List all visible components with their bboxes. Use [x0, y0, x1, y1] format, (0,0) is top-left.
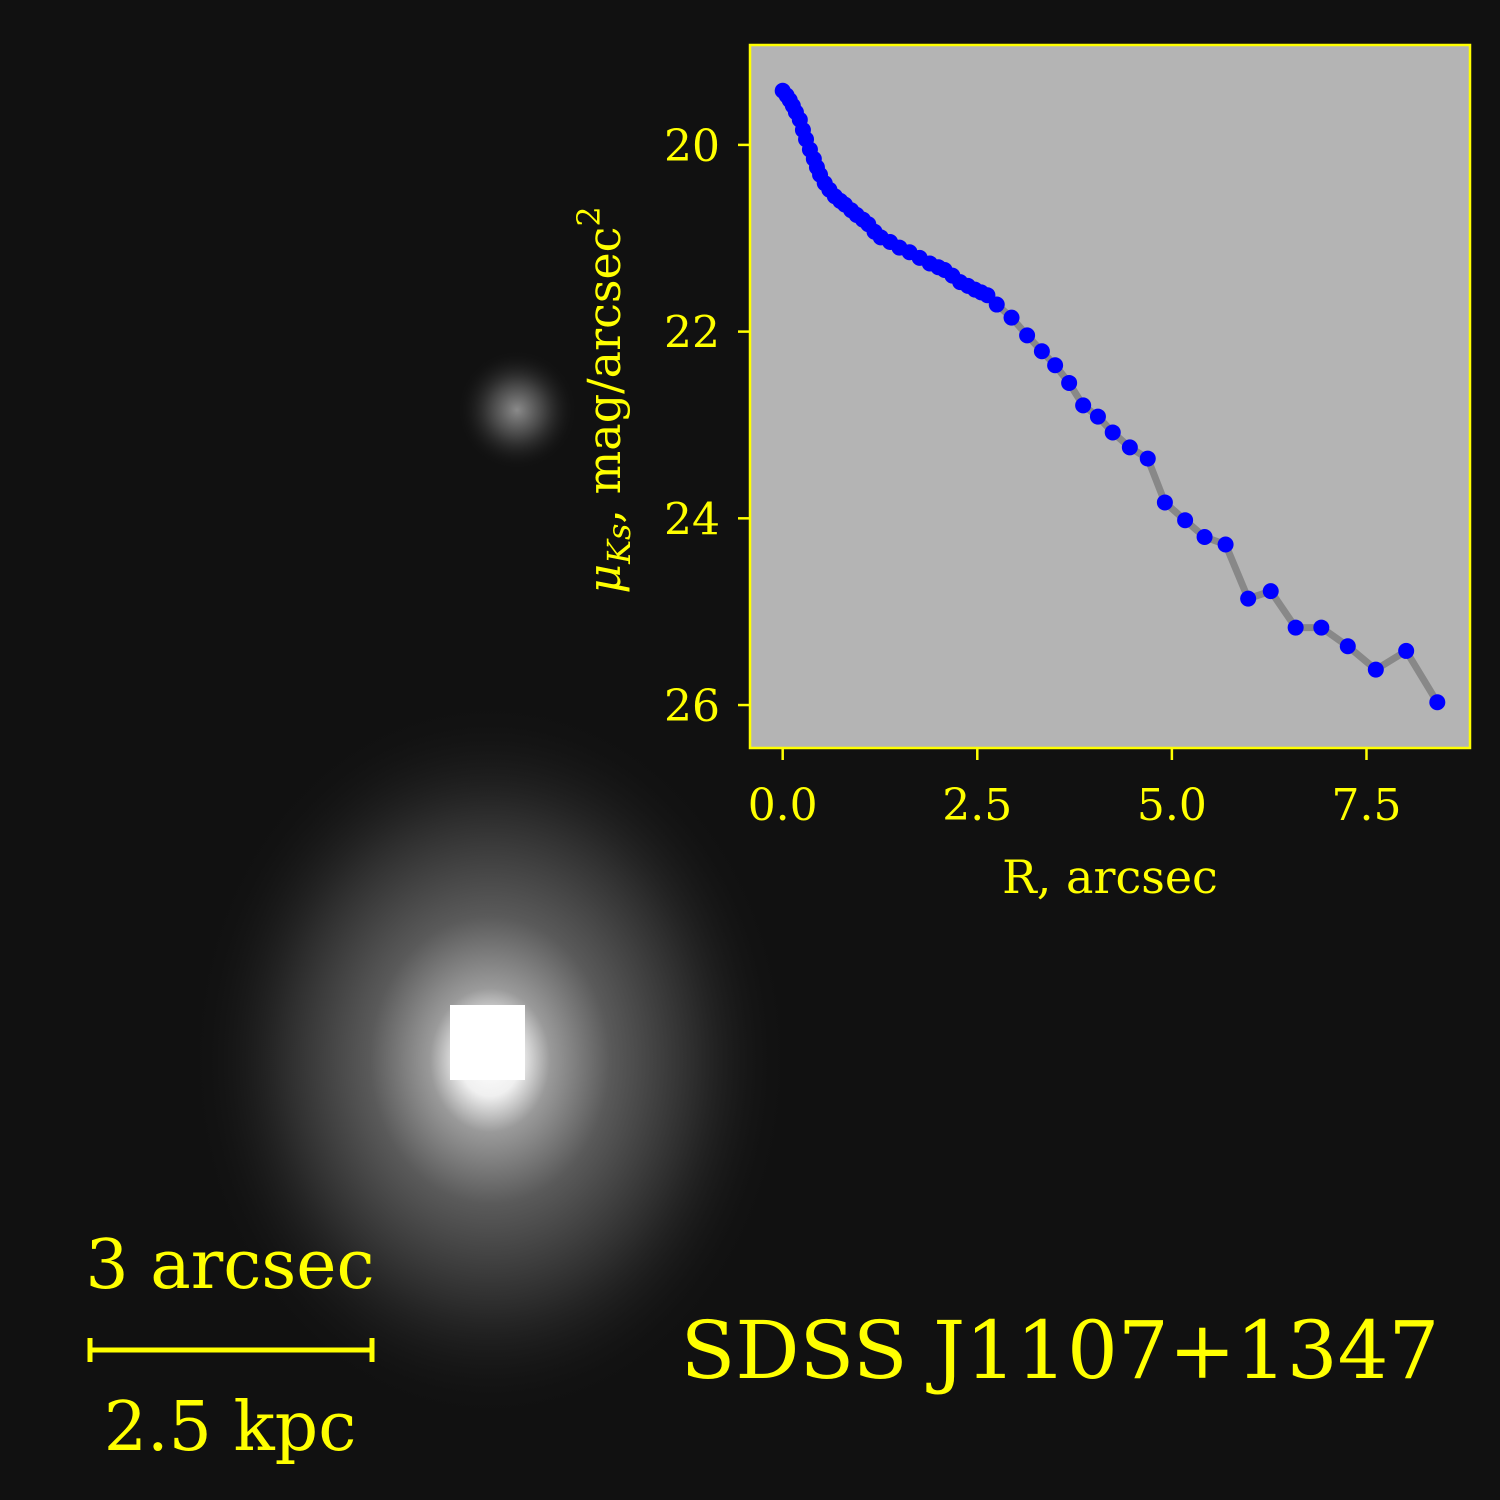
- data-point: [1003, 309, 1020, 326]
- data-point: [1367, 661, 1384, 678]
- x-axis-label: R, arcsec: [1002, 850, 1218, 904]
- data-point: [1398, 642, 1415, 659]
- data-point: [1019, 327, 1036, 344]
- data-point: [1177, 512, 1194, 529]
- companion-source: [457, 350, 577, 470]
- y-label-sup: 2: [570, 206, 608, 226]
- y-tick-label: 26: [664, 681, 720, 732]
- data-point: [988, 296, 1005, 313]
- data-point: [1429, 694, 1446, 711]
- data-point: [1262, 583, 1279, 600]
- y-label-unit: , mag/arcsec: [577, 227, 631, 524]
- scale-label-angular: 3 arcsec: [85, 1226, 374, 1305]
- scale-bar: [87, 1338, 375, 1362]
- data-point: [1313, 619, 1330, 636]
- data-point: [1196, 529, 1213, 546]
- y-tick-label: 20: [664, 121, 720, 172]
- y-tick-label: 22: [664, 308, 720, 359]
- data-point: [1089, 408, 1106, 425]
- data-point: [1121, 439, 1138, 456]
- plot-area: [748, 43, 1472, 750]
- x-tick-label: 7.5: [1331, 780, 1401, 831]
- data-point: [1240, 590, 1257, 607]
- data-point: [1075, 397, 1092, 414]
- data-point: [1139, 450, 1156, 467]
- data-point: [1217, 536, 1234, 553]
- y-axis-label: μKs, mag/arcsec2: [570, 206, 638, 594]
- x-tick-label: 0.0: [748, 780, 818, 831]
- x-tick-label: 2.5: [942, 780, 1012, 831]
- data-point: [1104, 424, 1121, 441]
- scale-label-physical: 2.5 kpc: [104, 1388, 357, 1467]
- y-tick-label: 24: [664, 494, 720, 545]
- galaxy-core: [450, 1005, 525, 1080]
- x-tick-label: 5.0: [1137, 780, 1207, 831]
- data-point: [1061, 374, 1078, 391]
- y-label-symbol: μ: [577, 564, 631, 594]
- data-point: [1156, 494, 1173, 511]
- object-name: SDSS J1107+1347: [681, 1304, 1440, 1397]
- data-point: [1047, 357, 1064, 374]
- data-point: [1339, 638, 1356, 655]
- y-label-sub: Ks: [600, 524, 638, 565]
- data-point: [1033, 343, 1050, 360]
- data-point: [1287, 619, 1304, 636]
